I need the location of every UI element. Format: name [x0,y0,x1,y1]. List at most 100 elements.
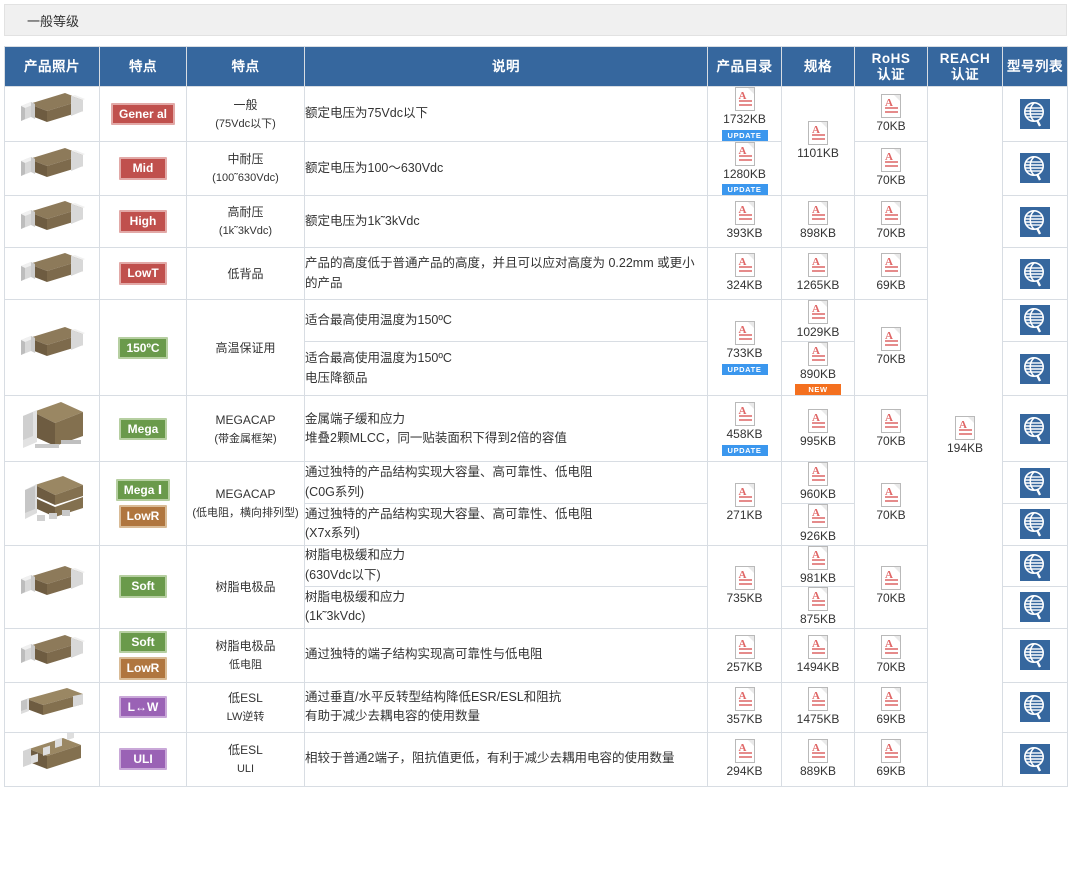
catalog-high-pdf-icon[interactable]: A [734,201,755,226]
catalog-soft-link[interactable]: A 735KB [708,566,781,607]
model-list-link-mid-0[interactable] [1020,153,1050,184]
globe-list-icon[interactable] [1020,509,1050,540]
spec-soft-1-link[interactable]: A 875KB [782,587,854,627]
globe-list-icon[interactable] [1020,206,1050,237]
catalog-soft-pdf-icon[interactable]: A [734,566,755,591]
model-list-link-soft-1[interactable] [1020,592,1050,623]
spec-mega-1-1-link[interactable]: A 926KB [782,503,854,544]
spec-mega-1-1-pdf-icon[interactable]: A [808,503,828,528]
rohs-uli-pdf-icon[interactable]: A [881,738,901,763]
rohs-150c-link[interactable]: A 70KB [855,327,927,368]
model-list-link-150c-0[interactable] [1020,305,1050,336]
model-list-link-lw-0[interactable] [1020,692,1050,723]
catalog-mega-link[interactable]: A 458KB [708,402,781,442]
globe-list-icon[interactable] [1020,592,1050,623]
catalog-lw-link[interactable]: A 357KB [708,686,781,727]
globe-list-icon[interactable] [1020,640,1050,671]
spec-lowt-pdf-icon[interactable]: A [808,253,828,278]
globe-list-icon[interactable] [1020,305,1050,336]
catalog-uli-pdf-icon[interactable]: A [734,738,755,763]
catalog-150c-link[interactable]: A 733KB [708,320,781,361]
spec-mega-1-0-pdf-icon[interactable]: A [808,462,828,487]
globe-list-icon[interactable] [1020,413,1050,444]
model-list-link-lowt-0[interactable] [1020,258,1050,289]
rohs-150c-pdf-icon[interactable]: A [881,327,901,352]
model-list-link-general-0[interactable] [1020,98,1050,129]
rohs-high-pdf-icon[interactable]: A [881,201,901,226]
spec-mega-1-0-link[interactable]: A 960KB [782,462,854,503]
rohs-mid-pdf-icon[interactable]: A [881,148,901,173]
spec-mega-pdf-icon[interactable]: A [808,408,828,433]
rohs-lowt-pdf-icon[interactable]: A [881,253,901,278]
spec-soft-0-link[interactable]: A 981KB [782,545,854,586]
catalog-mega-1-link[interactable]: A 271KB [708,483,781,523]
catalog-mega-pdf-icon[interactable]: A [734,402,755,427]
rohs-lw-link[interactable]: A 69KB [855,686,927,727]
model-list-link-mega-1-1[interactable] [1020,509,1050,540]
catalog-lw-pdf-icon[interactable]: A [734,686,755,711]
rohs-mega-1-link[interactable]: A 70KB [855,483,927,523]
rohs-soft-link[interactable]: A 70KB [855,566,927,607]
rohs-soft-lowr-pdf-icon[interactable]: A [881,634,901,659]
globe-list-icon[interactable] [1020,467,1050,498]
rohs-mega-pdf-icon[interactable]: A [881,408,901,433]
spec-uli-pdf-icon[interactable]: A [808,738,828,763]
rohs-soft-pdf-icon[interactable]: A [881,566,901,591]
rohs-mega-1-pdf-icon[interactable]: A [881,483,901,508]
globe-list-icon[interactable] [1020,550,1050,581]
model-list-link-uli-0[interactable] [1020,744,1050,775]
rohs-uli-link[interactable]: A 69KB [855,738,927,779]
spec-high-link[interactable]: A 898KB [782,201,854,242]
spec-soft-1-pdf-icon[interactable]: A [808,587,828,612]
catalog-general-link[interactable]: A 1732KB [708,87,781,127]
spec-lw-pdf-icon[interactable]: A [808,686,828,711]
spec-soft-lowr-link[interactable]: A 1494KB [782,634,854,675]
spec-uli-link[interactable]: A 889KB [782,738,854,779]
spec-150c-0-pdf-icon[interactable]: A [808,300,828,325]
spec-general-link[interactable]: A 1101KB [782,120,854,161]
model-list-link-mega-1-0[interactable] [1020,467,1050,498]
catalog-uli-link[interactable]: A 294KB [708,738,781,779]
globe-list-icon[interactable] [1020,153,1050,184]
model-list-link-soft-0[interactable] [1020,550,1050,581]
spec-150c-1-pdf-icon[interactable]: A [808,341,828,366]
spec-soft-0-pdf-icon[interactable]: A [808,545,828,570]
spec-150c-0-link[interactable]: A 1029KB [782,300,854,340]
rohs-lw-pdf-icon[interactable]: A [881,686,901,711]
rohs-lowt-link[interactable]: A 69KB [855,253,927,294]
rohs-soft-lowr-link[interactable]: A 70KB [855,634,927,675]
catalog-general-pdf-icon[interactable]: A [734,87,755,111]
globe-list-icon[interactable] [1020,98,1050,129]
reach-pdf-icon[interactable]: A [955,415,975,440]
rohs-mid-link[interactable]: A 70KB [855,148,927,188]
globe-list-icon[interactable] [1020,692,1050,723]
globe-list-icon[interactable] [1020,258,1050,289]
spec-150c-1-link[interactable]: A 890KB [782,341,854,382]
catalog-mega-1-pdf-icon[interactable]: A [734,483,755,508]
model-list-link-mega-0[interactable] [1020,413,1050,444]
model-list-link-soft-lowr-0[interactable] [1020,640,1050,671]
reach-link[interactable]: A 194KB [928,415,1002,456]
rohs-mega-link[interactable]: A 70KB [855,408,927,449]
catalog-soft-lowr-pdf-icon[interactable]: A [734,634,755,659]
spec-lw-link[interactable]: A 1475KB [782,686,854,727]
model-list-link-150c-1[interactable] [1020,353,1050,384]
model-list-link-high-0[interactable] [1020,206,1050,237]
catalog-150c-pdf-icon[interactable]: A [734,320,755,345]
catalog-lowt-link[interactable]: A 324KB [708,253,781,294]
spec-soft-lowr-pdf-icon[interactable]: A [808,634,828,659]
spec-high-pdf-icon[interactable]: A [808,201,828,226]
catalog-lowt-pdf-icon[interactable]: A [734,253,755,278]
catalog-high-link[interactable]: A 393KB [708,201,781,242]
rohs-general-link[interactable]: A 70KB [855,93,927,134]
spec-lowt-link[interactable]: A 1265KB [782,253,854,294]
rohs-general-pdf-icon[interactable]: A [881,93,901,118]
catalog-mid-link[interactable]: A 1280KB [708,141,781,182]
globe-list-icon[interactable] [1020,353,1050,384]
rohs-high-link[interactable]: A 70KB [855,201,927,242]
spec-general-pdf-icon[interactable]: A [808,120,828,145]
catalog-soft-lowr-link[interactable]: A 257KB [708,634,781,675]
catalog-mid-pdf-icon[interactable]: A [734,141,755,166]
globe-list-icon[interactable] [1020,744,1050,775]
spec-mega-link[interactable]: A 995KB [782,408,854,449]
